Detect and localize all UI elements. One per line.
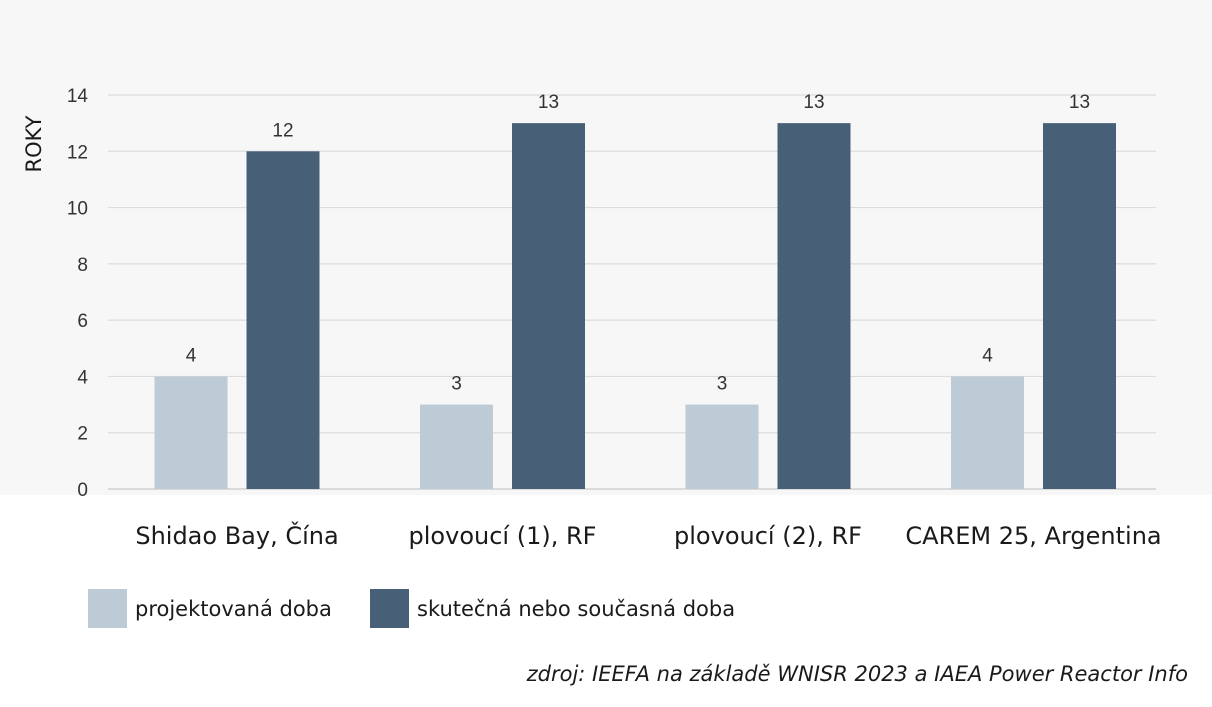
bar xyxy=(1043,123,1116,490)
x-category-label: plovoucí (2), RF xyxy=(674,522,862,550)
legend-label-projected: projektovaná doba xyxy=(135,596,332,621)
data-label: 12 xyxy=(272,120,293,141)
bar xyxy=(154,376,228,489)
data-label: 4 xyxy=(982,345,993,366)
source-note: zdroj: IEEFA na základě WNISR 2023 a IAE… xyxy=(526,662,1188,686)
legend-swatch-actual xyxy=(370,589,409,628)
x-category-label: plovoucí (1), RF xyxy=(409,522,597,550)
data-label: 13 xyxy=(1069,92,1090,113)
y-tick-label: 6 xyxy=(77,311,88,332)
x-category-label: CAREM 25, Argentina xyxy=(905,522,1161,550)
bar xyxy=(685,404,759,489)
bar xyxy=(246,151,320,490)
data-label: 3 xyxy=(717,374,728,395)
y-axis-label: ROKY xyxy=(22,115,46,172)
legend-item-actual: skutečná nebo současná doba xyxy=(370,589,735,628)
data-label: 4 xyxy=(186,345,197,366)
y-tick-label: 4 xyxy=(77,367,88,388)
y-tick-label: 0 xyxy=(77,480,88,501)
legend-label-actual: skutečná nebo současná doba xyxy=(417,596,736,621)
y-tick-label: 14 xyxy=(67,86,89,107)
bar xyxy=(420,404,493,489)
data-label: 13 xyxy=(803,92,824,113)
bar-chart: 0 2 4 6 8 10 12 14 ROKY 4 12 Shidao Bay, Čína 3 13 plo… xyxy=(22,86,1162,550)
data-label: 3 xyxy=(451,374,462,395)
legend-item-projected: projektovaná doba xyxy=(88,589,332,628)
y-tick-label: 2 xyxy=(77,424,88,445)
y-tick-label: 8 xyxy=(77,255,88,276)
y-tick-label: 10 xyxy=(67,199,88,220)
bar xyxy=(777,123,851,490)
legend-swatch-projected xyxy=(88,589,127,628)
data-label: 13 xyxy=(538,92,559,113)
x-category-label: Shidao Bay, Čína xyxy=(135,520,338,550)
bar xyxy=(512,123,585,490)
bar xyxy=(951,376,1024,489)
y-tick-label: 12 xyxy=(67,142,88,163)
